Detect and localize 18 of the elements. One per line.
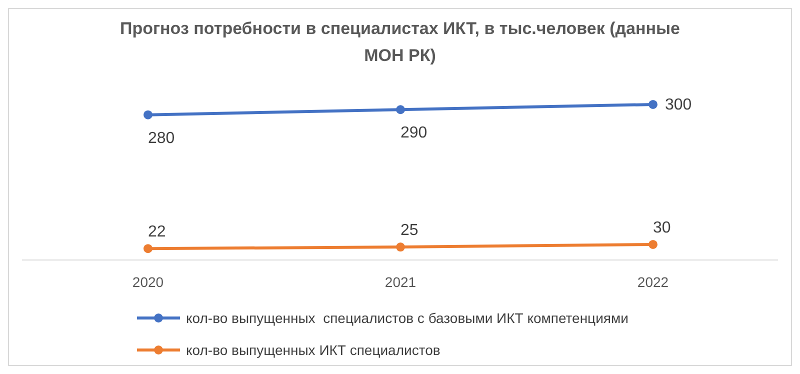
data-label: 280 bbox=[148, 130, 175, 147]
x-tick-label: 2020 bbox=[132, 274, 164, 290]
legend-label: кол-во выпущенных ИКТ специалистов bbox=[186, 342, 440, 358]
legend-label: кол-во выпущенных специалистов с базовыми ИКТ компетенциями bbox=[186, 310, 628, 326]
point bbox=[648, 100, 658, 109]
point bbox=[396, 242, 405, 252]
data-label: 25 bbox=[400, 222, 418, 240]
point bbox=[648, 240, 658, 249]
x-tick-label: 2022 bbox=[637, 274, 669, 290]
point bbox=[144, 244, 152, 254]
point bbox=[396, 105, 405, 114]
chart-title: Прогноз потребности в специалистах ИКТ, в тыс.человек (данные МОН РК) bbox=[120, 19, 680, 65]
data-label: 30 bbox=[653, 219, 671, 236]
data-label: 290 bbox=[400, 124, 428, 142]
point bbox=[144, 110, 152, 120]
data-label: 300 bbox=[665, 96, 692, 114]
data-label: 22 bbox=[148, 224, 166, 241]
x-tick-label: 2021 bbox=[384, 274, 416, 290]
